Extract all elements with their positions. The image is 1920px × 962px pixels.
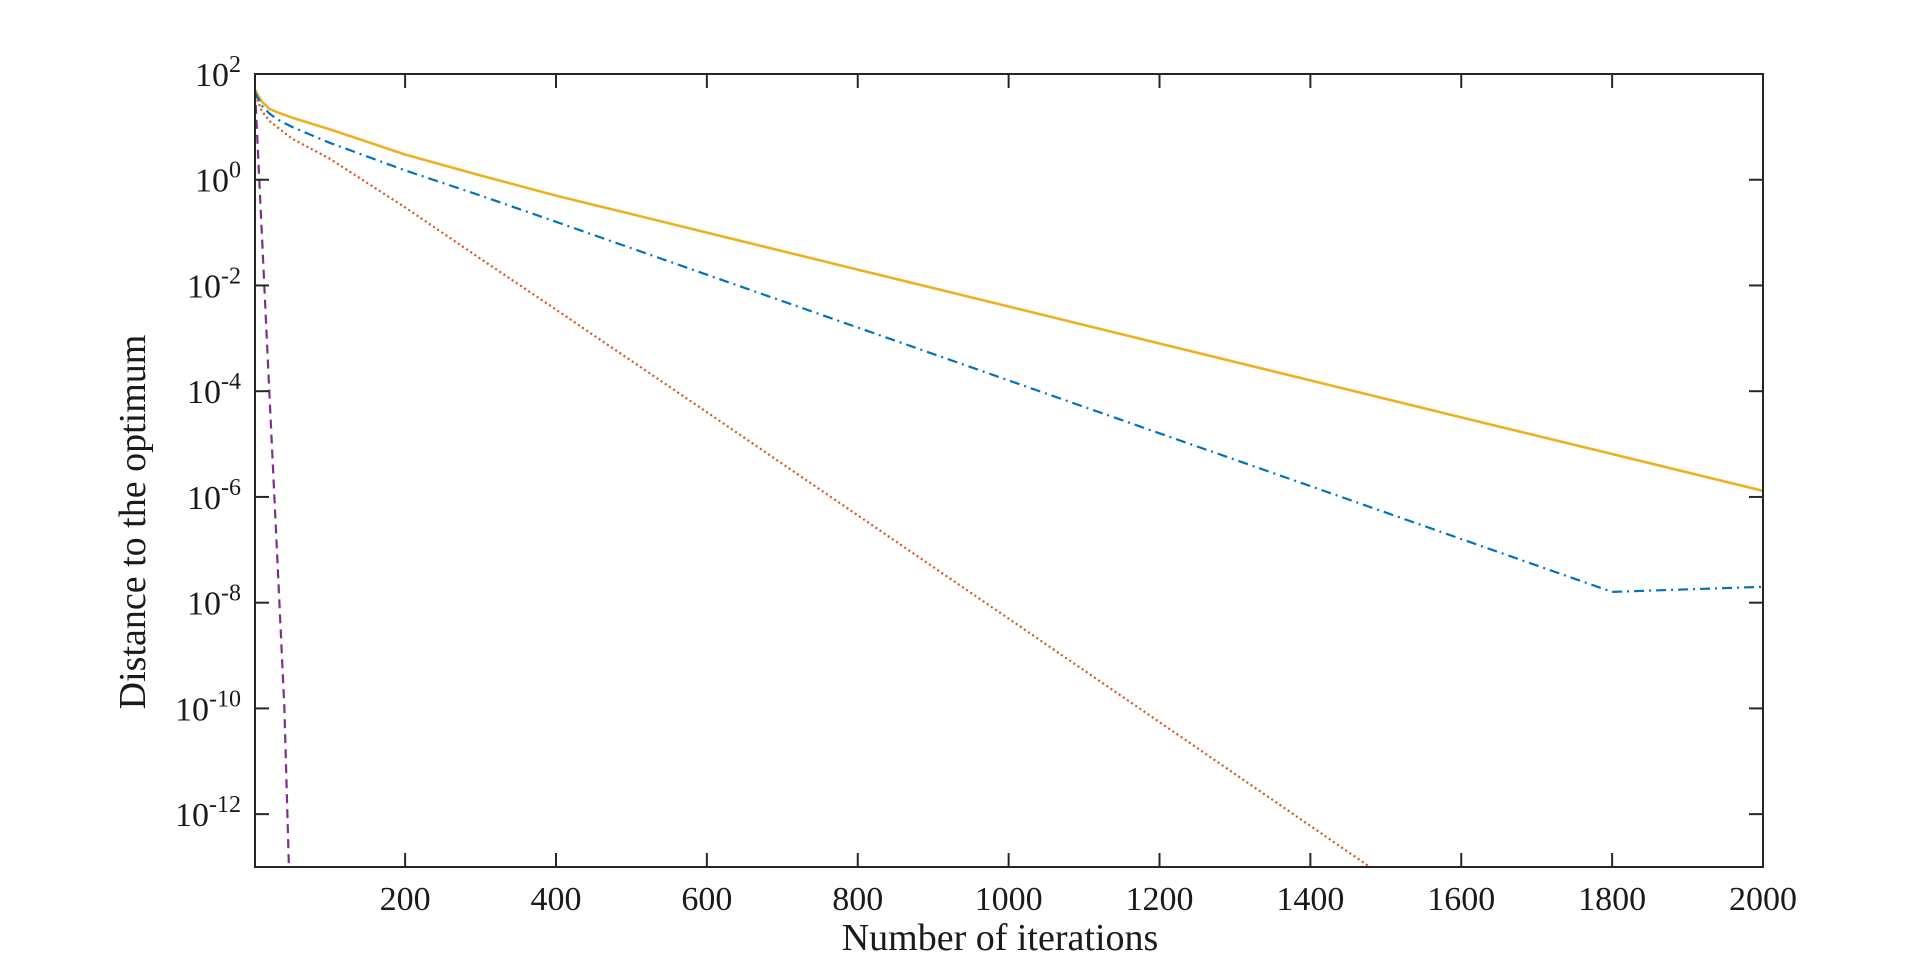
- x-tick-label: 1200: [1125, 881, 1193, 918]
- plot-area: [255, 89, 1763, 867]
- axes: 200 400 600 800 1000 1200 1400 1600 1800 2000 102 1…: [175, 52, 1797, 918]
- series-line-1: [255, 89, 1763, 493]
- x-tick-label: 1400: [1276, 881, 1344, 918]
- series-line-2: [255, 91, 1763, 593]
- y-tick-label: 10-6: [187, 475, 241, 517]
- axes-frame: [254, 73, 1764, 868]
- y-tick-label: 10-2: [187, 263, 241, 305]
- x-tick-label: 1800: [1578, 881, 1646, 918]
- y-tick-label: 10-4: [187, 369, 241, 411]
- y-tick-label: 10-8: [187, 581, 241, 623]
- x-tick-label: 800: [832, 881, 883, 918]
- series-line-3: [255, 94, 1372, 867]
- y-axis-title: Distance to the optimum: [112, 335, 154, 710]
- x-tick-label: 2000: [1729, 881, 1797, 918]
- y-tick-label: 10-10: [175, 686, 241, 728]
- x-tick-label: 200: [380, 881, 431, 918]
- x-axis-title: Number of iterations: [842, 917, 1159, 959]
- x-tick-label: 600: [681, 881, 732, 918]
- series-line-4: [255, 89, 290, 867]
- x-tick-label: 1600: [1427, 881, 1495, 918]
- x-tick-label: 400: [530, 881, 581, 918]
- x-tick-label: 1000: [975, 881, 1043, 918]
- y-tick-label: 102: [195, 52, 241, 94]
- y-tick-label: 10-12: [175, 792, 241, 834]
- y-tick-label: 100: [195, 158, 241, 200]
